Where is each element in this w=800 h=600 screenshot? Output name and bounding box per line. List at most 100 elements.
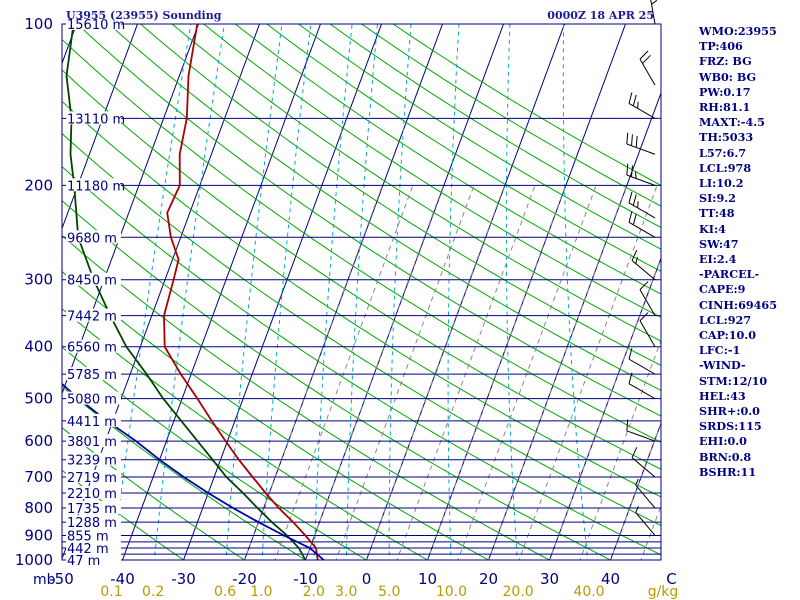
height-label-bg: [66, 528, 121, 542]
height-label-bg: [66, 553, 121, 566]
wind-barb-flag: [635, 478, 639, 486]
height-label: 855 m: [67, 529, 109, 544]
mixing-ratio-label: 1.0: [250, 584, 272, 600]
wind-barb-flag: [639, 312, 649, 322]
index-item: SRDS:115: [699, 419, 762, 434]
wind-barb: [631, 249, 656, 281]
wind-barb-flag: [628, 211, 633, 223]
dry-adiabat-line: [234, 24, 661, 295]
plot-frame: [61, 23, 662, 561]
pressure-tick-label: 700: [24, 468, 53, 486]
wind-barb-flag: [634, 171, 637, 179]
index-item: CAPE:9: [699, 282, 746, 297]
height-label: 9680 m: [67, 231, 117, 246]
height-label: 13110 m: [67, 112, 125, 127]
moist-adiabat-line: [396, 185, 536, 560]
index-item: LCL:927: [699, 312, 752, 327]
height-label-bg: [66, 486, 121, 500]
index-item: CINH:69465: [699, 297, 777, 312]
moist-adiabat-line: [609, 421, 661, 560]
wind-barb: [628, 211, 656, 238]
wind-barb: [650, 0, 658, 25]
mixing-ratio-label: 20.0: [503, 584, 534, 600]
wind-barbs: [626, 0, 658, 536]
index-item: MAXT:-4.5: [699, 115, 765, 130]
isotherm-line: [0, 0, 25, 571]
temperature-tick-label: 20: [479, 570, 498, 588]
wind-barb-flag: [628, 191, 633, 204]
height-label-bg: [66, 178, 121, 192]
dry-adiabat-line: [202, 24, 661, 318]
wind-barb-flag: [632, 213, 637, 225]
wind-barb: [635, 506, 656, 536]
wind-barb: [628, 372, 656, 400]
height-label: 3801 m: [67, 435, 117, 450]
sounding-trace: [65, 24, 307, 560]
temperature-tick-label: C: [666, 570, 676, 588]
height-label-bg: [66, 501, 121, 515]
sounding-trace: [62, 382, 325, 560]
height-label-bg: [66, 452, 121, 466]
pressure-unit-label: mb: [33, 572, 56, 588]
height-label: 8450 m: [67, 274, 117, 289]
wind-barb: [626, 163, 656, 186]
wind-barb-flag: [631, 249, 638, 261]
wind-barb-shaft: [626, 430, 656, 442]
mixing-ratio-line: [112, 24, 192, 560]
dry-adiabat-line: [139, 24, 661, 366]
temperature-tick-label: 0: [362, 570, 372, 588]
wind-barb-flag: [632, 194, 637, 206]
wind-barb: [626, 419, 656, 442]
wind-barb-flag: [626, 132, 629, 145]
wind-barb-shaft: [631, 457, 656, 478]
index-item: LFC:-1: [699, 343, 741, 358]
index-item: TH:5033: [699, 130, 754, 145]
dry-adiabat-line: [76, 24, 661, 417]
height-label: 4411 m: [67, 415, 117, 430]
moist-adiabat-line: [457, 185, 597, 560]
height-label: 15610 m: [67, 18, 125, 33]
wind-barb-shaft: [628, 383, 656, 400]
dry-adiabat-line: [171, 24, 661, 342]
index-item: -WIND-: [699, 358, 746, 373]
mixing-ratio-label: 3.0: [335, 584, 357, 600]
temperature-tick-label: -20: [232, 570, 257, 588]
index-item: CAP:10.0: [699, 328, 756, 343]
height-label: 2719 m: [67, 471, 117, 486]
dry-adiabat-line: [62, 100, 661, 498]
isotherm-line: [182, 24, 383, 560]
dry-adiabat-line: [62, 38, 661, 443]
wind-barb-flag: [639, 281, 649, 290]
wind-barb-flag: [639, 50, 649, 60]
temperature-tick-label: 40: [601, 570, 620, 588]
pressure-tick-label: 500: [24, 390, 53, 408]
wind-barb-shaft: [628, 358, 656, 375]
pressure-tick-label: 900: [24, 526, 53, 544]
height-label: 47 m: [67, 554, 100, 569]
height-label-bg: [66, 413, 121, 427]
height-label-bg: [66, 339, 121, 353]
pressure-tick-label: 400: [24, 338, 53, 356]
height-label-bg: [66, 541, 121, 555]
temperature-tick-label: -30: [171, 570, 196, 588]
sounding-indices-list: WMO:23955 TP:406 FRZ: BG WB0: BG PW:0.17 RH:8…: [699, 24, 777, 480]
wind-barb-shaft: [635, 512, 656, 536]
moist-adiabat-line: [274, 185, 414, 560]
wind-barb-shaft: [639, 58, 656, 86]
wind-barb: [628, 347, 656, 375]
dry-adiabat-line: [266, 24, 661, 272]
height-label: 7442 m: [67, 310, 117, 325]
temperature-tick-label: -10: [293, 570, 318, 588]
mixing-ratio-line: [505, 24, 518, 560]
index-item: BRN:0.8: [699, 449, 752, 464]
dry-adiabat-line: [297, 24, 661, 250]
index-item: LCL:978: [699, 160, 752, 175]
plot-border: [61, 23, 662, 561]
index-item: FRZ: BG: [699, 54, 752, 69]
mixing-ratio-label: 2.0: [303, 584, 325, 600]
index-item: TP:406: [699, 39, 743, 54]
moist-adiabat-line: [518, 185, 658, 560]
moist-adiabat-line: [579, 338, 661, 560]
pressure-tick-label: 800: [24, 499, 53, 517]
